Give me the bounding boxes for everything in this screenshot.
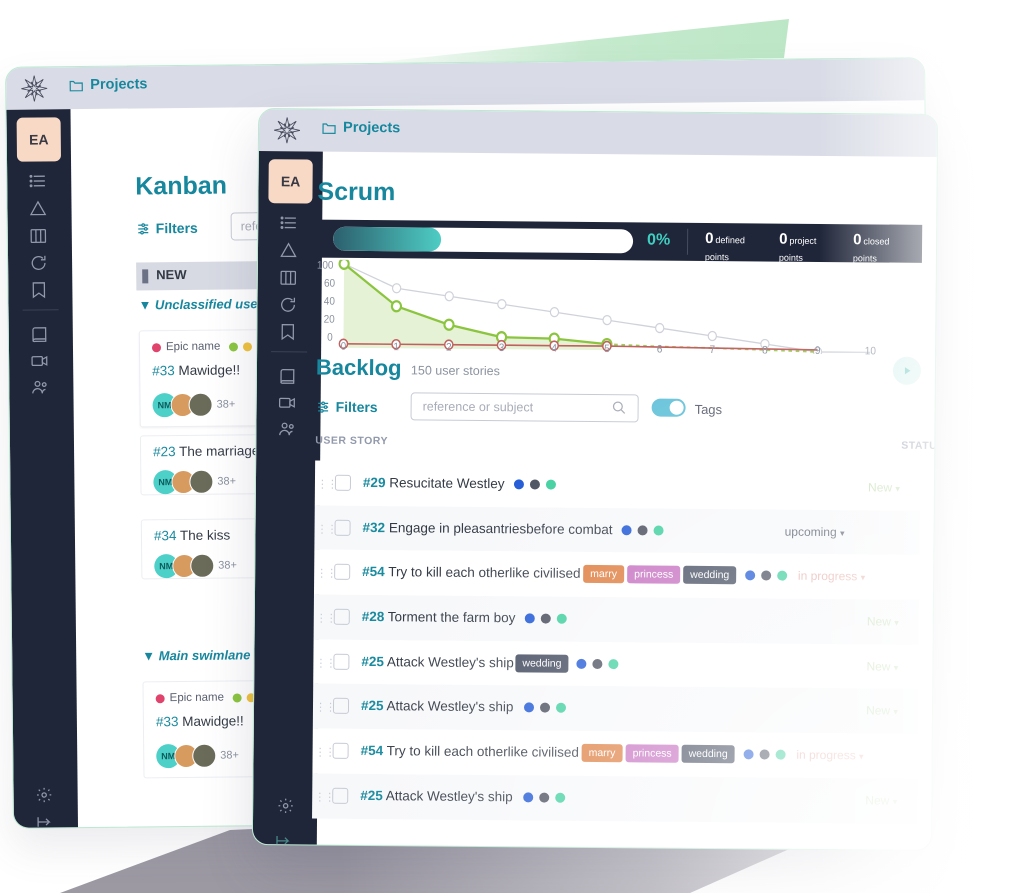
svg-text:20: 20 xyxy=(324,313,335,326)
svg-text:6: 6 xyxy=(657,343,663,355)
svg-text:7: 7 xyxy=(709,344,715,355)
svg-text:40: 40 xyxy=(324,295,335,308)
svg-text:10: 10 xyxy=(865,345,876,355)
svg-text:3: 3 xyxy=(499,342,505,355)
svg-text:0: 0 xyxy=(341,340,347,353)
svg-text:5: 5 xyxy=(604,343,610,355)
svg-text:1: 1 xyxy=(393,341,399,354)
svg-text:4: 4 xyxy=(551,342,557,355)
svg-text:0: 0 xyxy=(327,331,333,344)
svg-text:9: 9 xyxy=(815,344,821,354)
svg-text:8: 8 xyxy=(762,344,768,355)
svg-text:2: 2 xyxy=(446,341,452,354)
svg-text:60: 60 xyxy=(324,277,335,290)
svg-text:100: 100 xyxy=(317,260,334,272)
